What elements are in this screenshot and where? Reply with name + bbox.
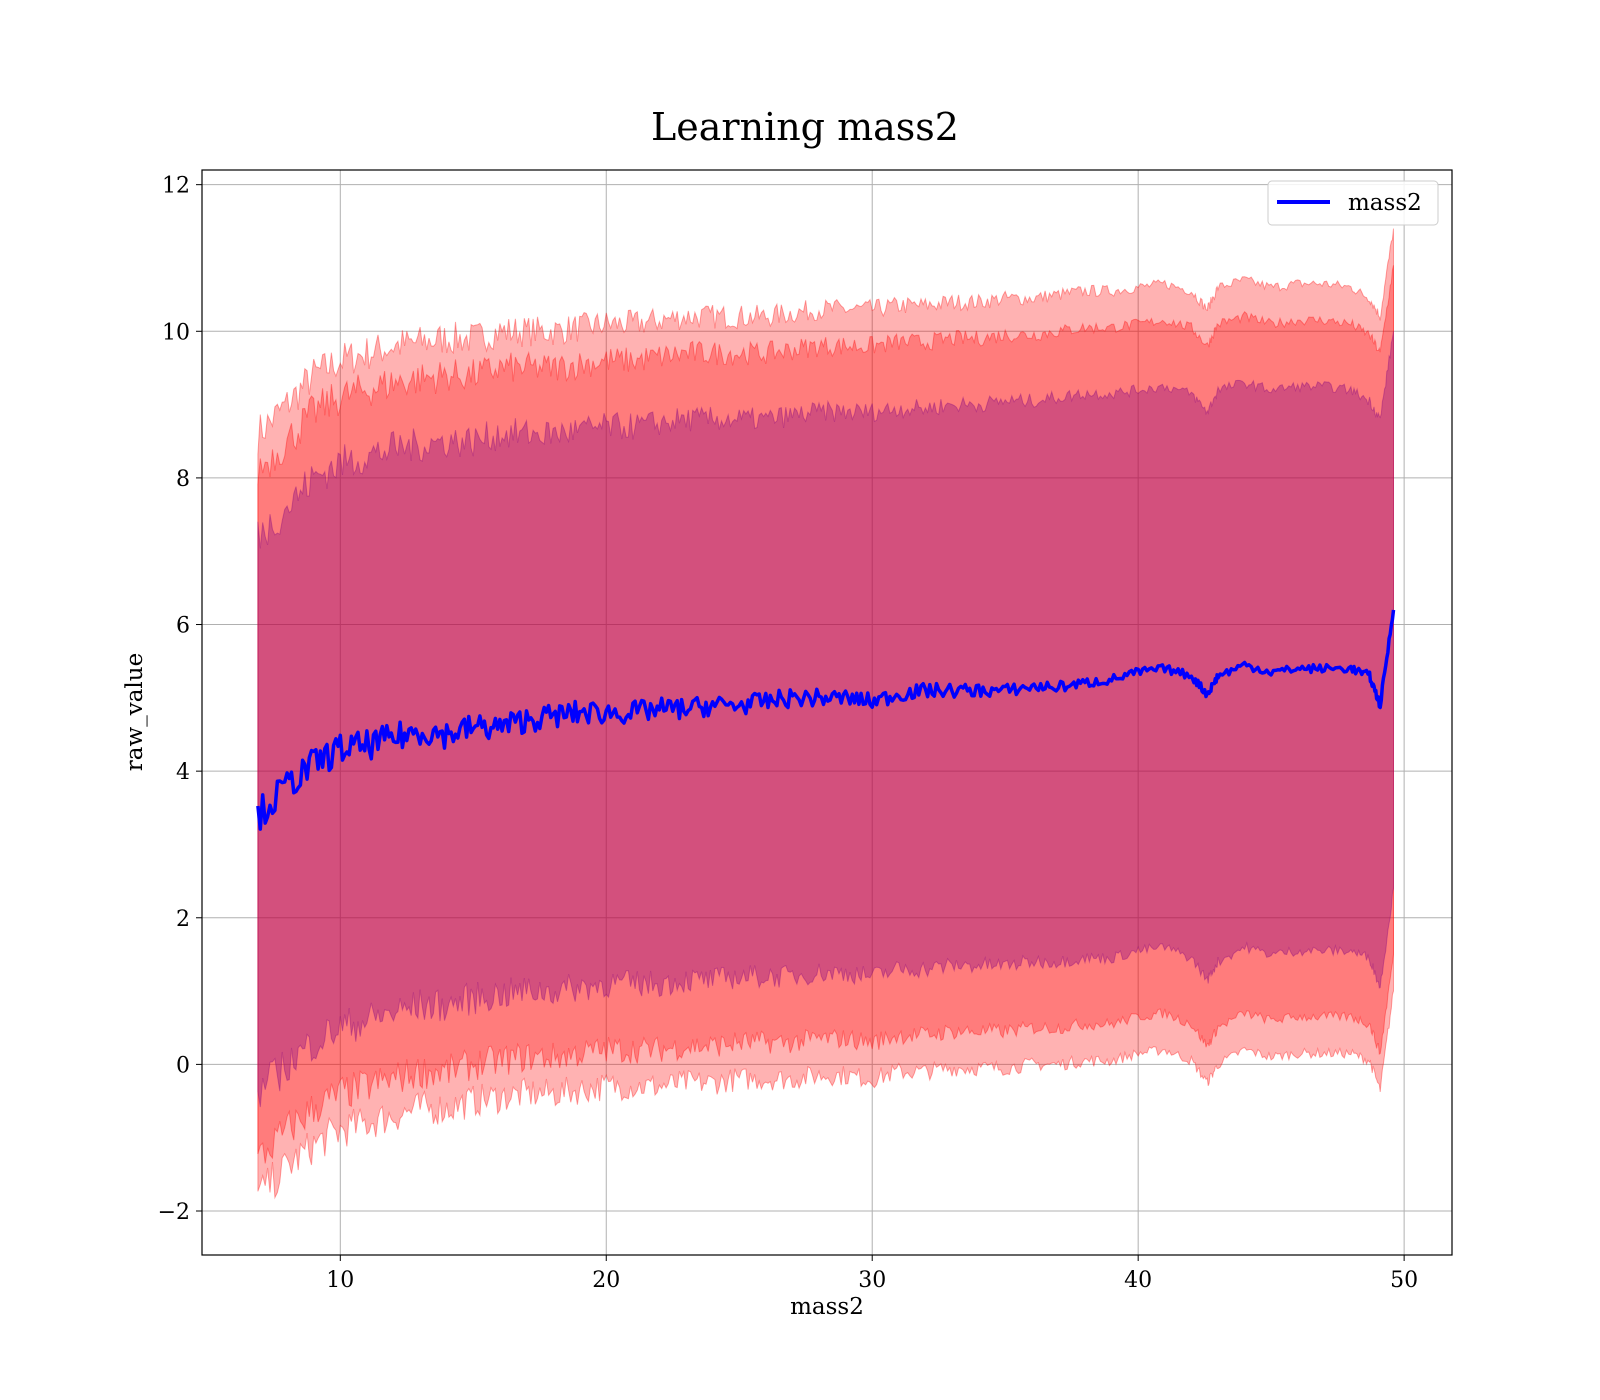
line-mass2 (256, 609, 1396, 831)
x-axis-label: mass2 (790, 1294, 864, 1320)
legend-box (1267, 180, 1439, 226)
band-1 (257, 265, 1394, 1164)
y-tick-label-2: 2 (176, 907, 190, 932)
x-tick-label-3: 40 (1124, 1268, 1152, 1293)
x-tick-label-2: 30 (858, 1268, 886, 1293)
uncertainty-bands (257, 228, 1394, 1200)
y-tick-label-0: −2 (158, 1200, 190, 1225)
series-lines (256, 609, 1396, 831)
y-tick-label-7: 12 (162, 174, 190, 199)
band-2 (257, 331, 1394, 1108)
y-tick-label-5: 8 (176, 467, 190, 492)
y-tick-label-3: 4 (176, 760, 190, 785)
band-0 (257, 228, 1394, 1200)
plot-frame (201, 169, 1453, 1256)
x-tick-label-4: 50 (1390, 1268, 1418, 1293)
x-tick-label-0: 10 (326, 1268, 354, 1293)
y-axis-label: raw_value (122, 653, 148, 771)
y-tick-label-6: 10 (162, 320, 190, 345)
x-axis-ticks: 10 20 30 40 50 (326, 1255, 1418, 1293)
x-tick-label-1: 20 (592, 1268, 620, 1293)
legend-label-mass2: mass2 (1348, 190, 1422, 216)
y-axis-ticks: −2 0 2 4 6 8 10 12 (158, 174, 202, 1225)
y-tick-label-4: 6 (176, 614, 190, 639)
y-tick-label-1: 0 (176, 1053, 190, 1078)
legend: mass2 (1267, 180, 1439, 226)
chart-title: Learning mass2 (651, 105, 959, 149)
